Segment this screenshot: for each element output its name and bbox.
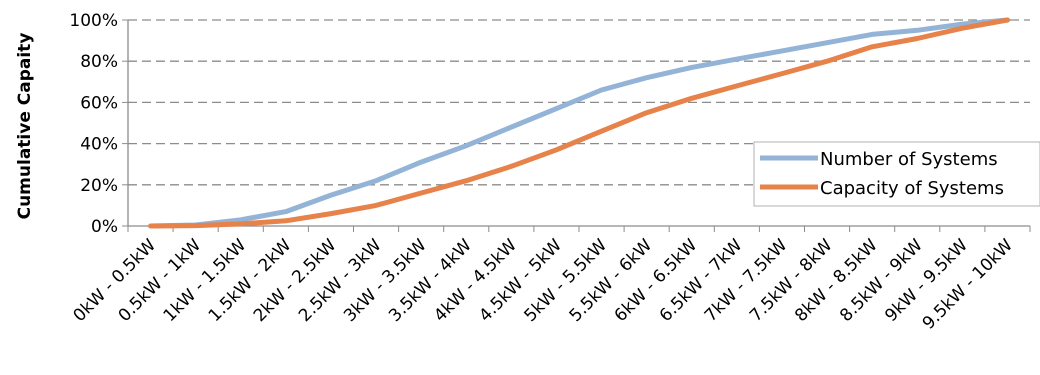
series-line-number-of-systems (148, 17, 1010, 229)
y-tick-label: 60% (80, 93, 118, 113)
legend-box (753, 141, 1040, 207)
legend-label-number-of-systems: Number of Systems (820, 149, 998, 170)
series-line-capacity-of-systems (148, 17, 1010, 229)
y-tick-label: 0% (91, 217, 118, 237)
y-axis-ticks: 0% 20% 40% 60% 80% 100% (69, 11, 129, 237)
gridlines (128, 19, 1030, 186)
y-tick-label: 100% (69, 11, 118, 31)
legend-label-capacity-of-systems: Capacity of Systems (820, 178, 1004, 199)
y-tick-label: 80% (80, 52, 118, 72)
series-lines (148, 17, 1010, 229)
y-axis-title: Cumulative Capaity (15, 33, 35, 220)
y-tick-label: 40% (80, 135, 118, 155)
legend: Number of Systems Capacity of Systems (753, 141, 1040, 207)
y-tick-label: 20% (80, 176, 118, 196)
